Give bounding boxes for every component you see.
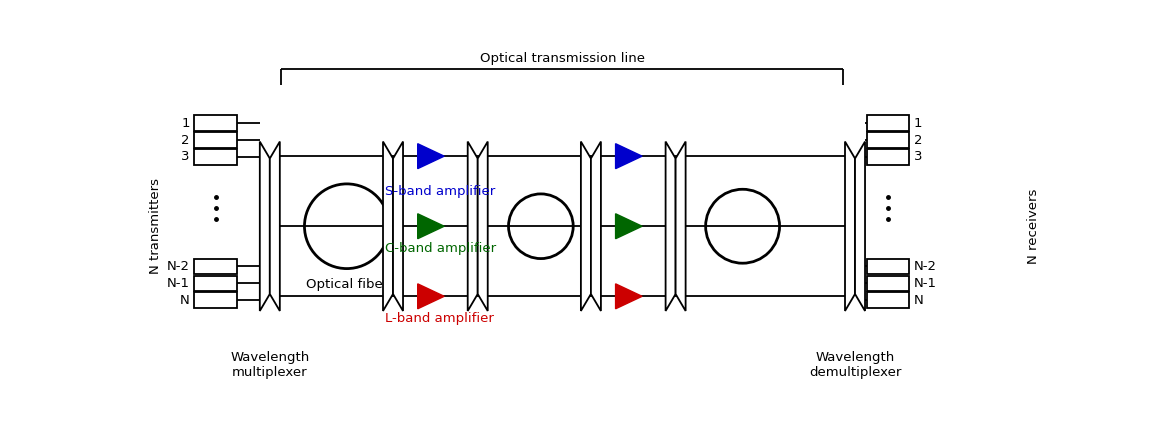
Text: Optical fiber: Optical fiber bbox=[306, 278, 388, 291]
Text: 3: 3 bbox=[913, 151, 921, 164]
Polygon shape bbox=[417, 214, 444, 239]
Polygon shape bbox=[393, 142, 403, 311]
Bar bbox=[194, 276, 237, 291]
Text: N-2: N-2 bbox=[913, 260, 937, 273]
Polygon shape bbox=[581, 142, 591, 311]
Polygon shape bbox=[845, 142, 855, 311]
Polygon shape bbox=[383, 142, 393, 311]
Text: 3: 3 bbox=[181, 151, 189, 164]
Polygon shape bbox=[616, 214, 643, 239]
Text: Wavelength
multiplexer: Wavelength multiplexer bbox=[230, 351, 309, 379]
Bar bbox=[867, 293, 909, 308]
Polygon shape bbox=[478, 142, 488, 311]
Text: L-band amplifier: L-band amplifier bbox=[385, 312, 494, 325]
Bar bbox=[194, 258, 237, 274]
Text: N transmitters: N transmitters bbox=[150, 178, 163, 274]
Bar bbox=[867, 115, 909, 131]
Bar bbox=[194, 149, 237, 165]
Text: S-band amplifier: S-band amplifier bbox=[385, 185, 495, 198]
Polygon shape bbox=[616, 284, 643, 309]
Polygon shape bbox=[675, 142, 686, 311]
Polygon shape bbox=[417, 284, 444, 309]
Text: N receivers: N receivers bbox=[1027, 189, 1040, 264]
Text: 2: 2 bbox=[913, 134, 921, 146]
Polygon shape bbox=[270, 142, 280, 311]
Bar bbox=[194, 115, 237, 131]
Bar bbox=[867, 258, 909, 274]
Text: N-1: N-1 bbox=[166, 277, 189, 290]
Polygon shape bbox=[666, 142, 675, 311]
Bar bbox=[867, 132, 909, 148]
Bar bbox=[194, 132, 237, 148]
Polygon shape bbox=[260, 142, 270, 311]
Text: N: N bbox=[180, 293, 189, 307]
Text: N: N bbox=[913, 293, 924, 307]
Text: 1: 1 bbox=[181, 116, 189, 129]
Text: 2: 2 bbox=[181, 134, 189, 146]
Text: Optical transmission line: Optical transmission line bbox=[480, 52, 645, 65]
Text: C-band amplifier: C-band amplifier bbox=[385, 241, 496, 254]
Text: N-1: N-1 bbox=[913, 277, 937, 290]
Polygon shape bbox=[417, 144, 444, 168]
Text: N-2: N-2 bbox=[166, 260, 189, 273]
Polygon shape bbox=[855, 142, 865, 311]
Text: 1: 1 bbox=[913, 116, 921, 129]
Bar bbox=[867, 276, 909, 291]
Polygon shape bbox=[591, 142, 601, 311]
Polygon shape bbox=[616, 144, 643, 168]
Polygon shape bbox=[467, 142, 478, 311]
Bar bbox=[867, 149, 909, 165]
Bar bbox=[194, 293, 237, 308]
Text: Wavelength
demultiplexer: Wavelength demultiplexer bbox=[809, 351, 902, 379]
